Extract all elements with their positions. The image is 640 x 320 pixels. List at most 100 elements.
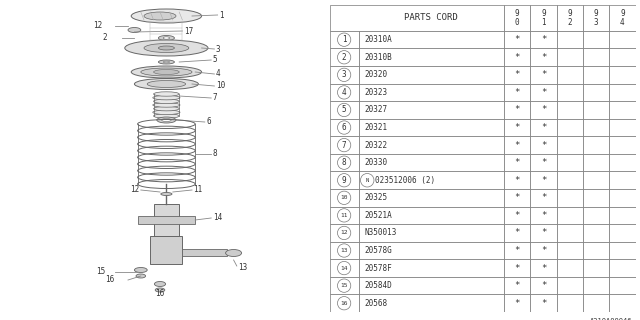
- Bar: [531, 207, 557, 224]
- Text: *: *: [541, 106, 546, 115]
- Text: 20310B: 20310B: [365, 53, 392, 62]
- Bar: [358, 66, 504, 84]
- Ellipse shape: [157, 117, 176, 123]
- Bar: [609, 154, 636, 172]
- Text: 9
2: 9 2: [568, 9, 572, 27]
- Bar: [557, 84, 583, 101]
- Bar: [609, 172, 636, 189]
- FancyBboxPatch shape: [154, 204, 179, 236]
- Text: *: *: [515, 193, 520, 202]
- Circle shape: [337, 139, 351, 152]
- Bar: [504, 224, 531, 242]
- Bar: [358, 119, 504, 136]
- Circle shape: [337, 209, 351, 222]
- Text: 12: 12: [340, 230, 348, 236]
- Text: 023512006 (2): 023512006 (2): [376, 176, 436, 185]
- Bar: [504, 101, 531, 119]
- Text: 16: 16: [106, 276, 115, 284]
- Text: *: *: [541, 281, 546, 290]
- Bar: [358, 172, 504, 189]
- Text: *: *: [541, 35, 546, 44]
- Ellipse shape: [161, 193, 172, 196]
- Bar: [330, 66, 358, 84]
- Bar: [583, 84, 609, 101]
- Bar: [358, 277, 504, 294]
- Text: 12: 12: [130, 186, 140, 195]
- Text: 3: 3: [216, 44, 221, 53]
- Text: *: *: [515, 35, 520, 44]
- Circle shape: [337, 226, 351, 240]
- Text: 8: 8: [212, 149, 218, 158]
- Bar: [504, 207, 531, 224]
- Ellipse shape: [158, 46, 174, 50]
- Ellipse shape: [154, 107, 179, 111]
- Text: PARTS CORD: PARTS CORD: [404, 13, 458, 22]
- Ellipse shape: [154, 69, 179, 75]
- Bar: [557, 259, 583, 277]
- Bar: [358, 207, 504, 224]
- Ellipse shape: [163, 37, 170, 39]
- Bar: [609, 84, 636, 101]
- Text: 20568: 20568: [365, 299, 388, 308]
- Bar: [609, 5, 636, 31]
- Bar: [609, 207, 636, 224]
- Text: N350013: N350013: [365, 228, 397, 237]
- Text: 20521A: 20521A: [365, 211, 392, 220]
- Bar: [531, 5, 557, 31]
- Bar: [557, 136, 583, 154]
- Text: 1: 1: [342, 35, 346, 44]
- Text: 4: 4: [342, 88, 346, 97]
- Bar: [504, 119, 531, 136]
- Bar: [504, 48, 531, 66]
- Text: 1: 1: [219, 11, 224, 20]
- Bar: [531, 224, 557, 242]
- Ellipse shape: [226, 250, 242, 257]
- Bar: [504, 189, 531, 207]
- Ellipse shape: [144, 44, 189, 52]
- Text: *: *: [541, 264, 546, 273]
- Ellipse shape: [158, 60, 174, 64]
- Text: 20321: 20321: [365, 123, 388, 132]
- Circle shape: [337, 173, 351, 187]
- Circle shape: [337, 279, 351, 292]
- Circle shape: [337, 86, 351, 99]
- Bar: [330, 48, 358, 66]
- Bar: [609, 31, 636, 48]
- Bar: [504, 259, 531, 277]
- Circle shape: [337, 156, 351, 169]
- Bar: [583, 207, 609, 224]
- Text: *: *: [515, 53, 520, 62]
- Text: 5: 5: [342, 106, 346, 115]
- Text: *: *: [515, 264, 520, 273]
- Ellipse shape: [134, 268, 147, 273]
- Text: 9: 9: [342, 176, 346, 185]
- Bar: [583, 136, 609, 154]
- Bar: [583, 48, 609, 66]
- Bar: [583, 66, 609, 84]
- Ellipse shape: [161, 118, 172, 122]
- Circle shape: [337, 103, 351, 117]
- Bar: [531, 189, 557, 207]
- Bar: [609, 48, 636, 66]
- Text: 20584D: 20584D: [365, 281, 392, 290]
- Bar: [330, 136, 358, 154]
- Bar: [330, 101, 358, 119]
- Text: 6: 6: [206, 117, 211, 126]
- Bar: [557, 154, 583, 172]
- Bar: [583, 277, 609, 294]
- Text: *: *: [515, 211, 520, 220]
- Bar: [531, 259, 557, 277]
- Text: 14: 14: [340, 266, 348, 271]
- Bar: [609, 136, 636, 154]
- Bar: [557, 66, 583, 84]
- Text: *: *: [515, 123, 520, 132]
- Bar: [531, 242, 557, 259]
- Bar: [358, 136, 504, 154]
- Bar: [557, 294, 583, 312]
- Ellipse shape: [136, 274, 146, 278]
- Text: *: *: [541, 299, 546, 308]
- Bar: [557, 119, 583, 136]
- Text: 13: 13: [239, 262, 248, 271]
- Bar: [330, 259, 358, 277]
- Text: 17: 17: [184, 27, 193, 36]
